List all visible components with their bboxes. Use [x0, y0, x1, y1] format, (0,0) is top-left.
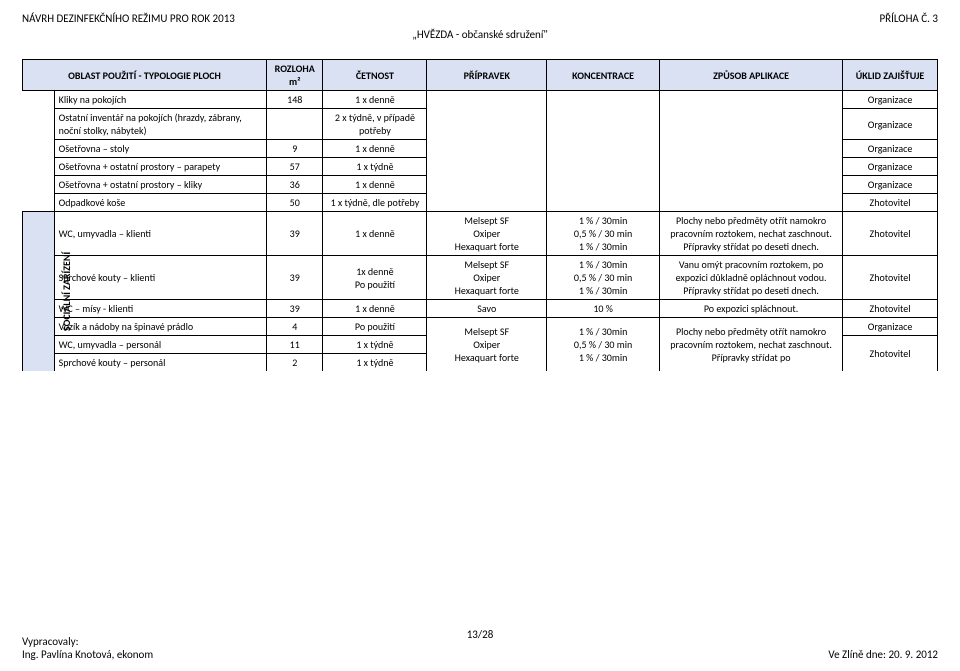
th-conc: KONCENTRACE — [547, 60, 660, 91]
side-label: SOCIÁLNÍ ZAŘÍZENÍ — [23, 212, 55, 372]
cell-who: Organizace — [843, 91, 938, 109]
cell-conc: 1 % / 30min0,5 % / 30 min1 % / 30min — [547, 318, 660, 372]
cell-method: Po expozici spláchnout. — [660, 300, 843, 318]
cell-method: Vanu omýt pracovním roztokem, po expozic… — [660, 256, 843, 300]
cell-who: Organizace — [843, 109, 938, 140]
cell-prep: Melsept SFOxiperHexaquart forte — [427, 212, 547, 256]
th-prep: PŘÍPRAVEK — [427, 60, 547, 91]
cell-area: Sprchové kouty – klienti — [54, 256, 266, 300]
table-header-row: OBLAST POUŽITÍ - TYPOLOGIE PLOCH ROZLOHA… — [23, 60, 938, 91]
cell-prep: Melsept SFOxiperHexaquart forte — [427, 256, 547, 300]
cell-who: Organizace — [843, 140, 938, 158]
cell-freq: 1 x týdně — [323, 336, 427, 354]
table-row: Sprchové kouty – klienti 39 1x denněPo p… — [23, 256, 938, 300]
th-who: ÚKLID ZAJIŠŤUJE — [843, 60, 938, 91]
cell-size: 11 — [267, 336, 323, 354]
cell-area: Ošetřovna + ostatní prostory – parapety — [54, 158, 266, 176]
cell-prep — [427, 91, 547, 212]
cell-freq: 1 x týdně — [323, 158, 427, 176]
cell-freq: 1 x denně — [323, 176, 427, 194]
header-center: „HVĚZDA - občanské sdružení" — [0, 28, 960, 41]
cell-conc: 10 % — [547, 300, 660, 318]
cell-area: Kliky na pokojích — [54, 91, 266, 109]
main-table: OBLAST POUŽITÍ - TYPOLOGIE PLOCH ROZLOHA… — [22, 59, 938, 371]
page: NÁVRH DEZINFEKČNÍHO REŽIMU PRO ROK 2013 … — [0, 0, 960, 671]
cell-method: Plochy nebo předměty otřít namokro praco… — [660, 318, 843, 372]
cell-size: 39 — [267, 300, 323, 318]
cell-size: 39 — [267, 256, 323, 300]
cell-area: Odpadkové koše — [54, 194, 266, 212]
table-row: Vozík a nádoby na špinavé prádlo 4 Po po… — [23, 318, 938, 336]
cell-who: Zhotovitel — [843, 256, 938, 300]
cell-size: 2 — [267, 354, 323, 372]
side-label-text: SOCIÁLNÍ ZAŘÍZENÍ — [60, 252, 73, 331]
cell-area: Sprchové kouty – personál — [54, 354, 266, 372]
header-row: NÁVRH DEZINFEKČNÍHO REŽIMU PRO ROK 2013 … — [22, 12, 938, 25]
th-method: ZPŮSOB APLIKACE — [660, 60, 843, 91]
cell-method: Plochy nebo předměty otřít namokro praco… — [660, 212, 843, 256]
cell-size: 36 — [267, 176, 323, 194]
cell-size: 148 — [267, 91, 323, 109]
cell-freq: Po použití — [323, 318, 427, 336]
cell-conc: 1 % / 30min0,5 % / 30 min1 % / 30min — [547, 256, 660, 300]
cell-size — [267, 109, 323, 140]
th-area: OBLAST POUŽITÍ - TYPOLOGIE PLOCH — [23, 60, 267, 91]
cell-who: Organizace — [843, 158, 938, 176]
cell-size: 9 — [267, 140, 323, 158]
th-size: ROZLOHA m² — [267, 60, 323, 91]
cell-conc: 1 % / 30min0,5 % / 30 min1 % / 30min — [547, 212, 660, 256]
cell-area: Ostatní inventář na pokojích (hrazdy, zá… — [54, 109, 266, 140]
table-row: Kliky na pokojích 148 1 x denně Organiza… — [23, 91, 938, 109]
cell-method — [660, 91, 843, 212]
cell-freq: 1 x denně — [323, 91, 427, 109]
cell-who: Zhotovitel — [843, 194, 938, 212]
cell-area: Ošetřovna + ostatní prostory – kliky — [54, 176, 266, 194]
cell-area: WC, umyvadla – klienti — [54, 212, 266, 256]
cell-area: WC, umyvadla – personál — [54, 336, 266, 354]
cell-prep: Savo — [427, 300, 547, 318]
cell-area: WC – mísy - klienti — [54, 300, 266, 318]
cell-freq: 1 x týdně, dle potřeby — [323, 194, 427, 212]
header-left: NÁVRH DEZINFEKČNÍHO REŽIMU PRO ROK 2013 — [22, 12, 235, 25]
cell-who: Zhotovitel — [843, 212, 938, 256]
cell-size: 4 — [267, 318, 323, 336]
th-freq: ČETNOST — [323, 60, 427, 91]
cell-area: Ošetřovna – stoly — [54, 140, 266, 158]
header-right: PŘÍLOHA Č. 3 — [879, 12, 938, 25]
cell-prep: Melsept SFOxiperHexaquart forte — [427, 318, 547, 372]
cell-freq: 1 x týdně — [323, 354, 427, 372]
footer-left-1: Vypracovaly: — [22, 635, 153, 648]
cell-freq: 1 x denně — [323, 140, 427, 158]
cell-freq: 1 x denně — [323, 300, 427, 318]
cell-freq: 2 x týdně, v případě potřeby — [323, 109, 427, 140]
cell-who: Zhotovitel — [843, 300, 938, 318]
table-row: WC – mísy - klienti 39 1 x denně Savo 10… — [23, 300, 938, 318]
footer-left: Vypracovaly: Ing. Pavlína Knotová, ekono… — [22, 635, 153, 661]
cell-size: 39 — [267, 212, 323, 256]
cell-freq: 1x denněPo použití — [323, 256, 427, 300]
footer: Vypracovaly: Ing. Pavlína Knotová, ekono… — [22, 635, 938, 661]
cell-area: Vozík a nádoby na špinavé prádlo — [54, 318, 266, 336]
cell-conc — [547, 91, 660, 212]
side-blank — [23, 91, 55, 212]
footer-right: Ve Zlíně dne: 20. 9. 2012 — [828, 648, 938, 661]
cell-freq: 1 x denně — [323, 212, 427, 256]
cell-who: Organizace — [843, 176, 938, 194]
cell-size: 50 — [267, 194, 323, 212]
table-row: SOCIÁLNÍ ZAŘÍZENÍ WC, umyvadla – klienti… — [23, 212, 938, 256]
footer-left-2: Ing. Pavlína Knotová, ekonom — [22, 648, 153, 661]
cell-who: Zhotovitel — [843, 336, 938, 372]
cell-who: Organizace — [843, 318, 938, 336]
cell-size: 57 — [267, 158, 323, 176]
